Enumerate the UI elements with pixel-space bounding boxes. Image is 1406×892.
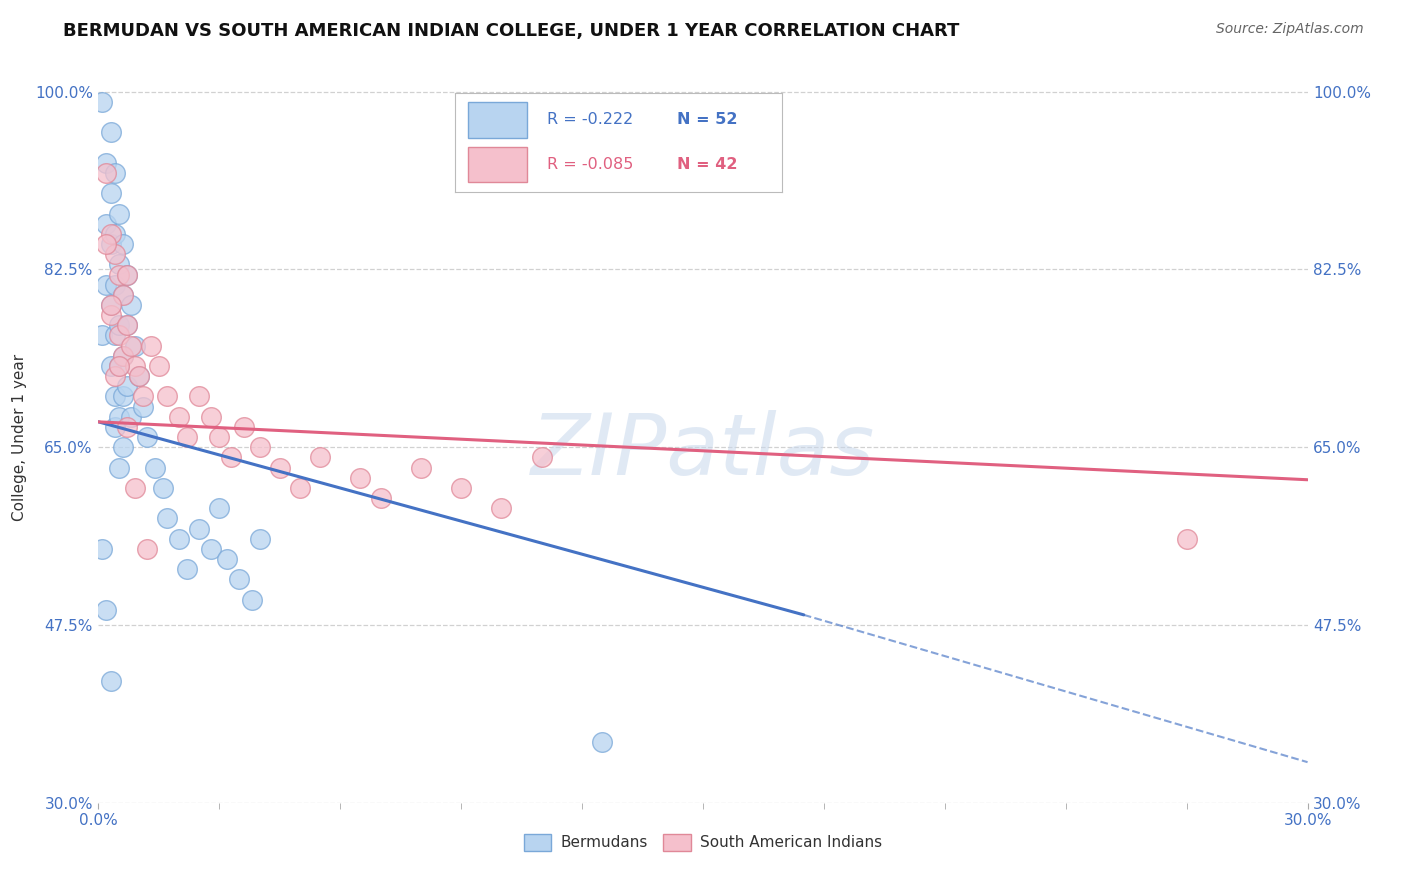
Point bbox=[450, 481, 472, 495]
Point bbox=[103, 389, 125, 403]
Point bbox=[115, 420, 138, 434]
Point bbox=[132, 400, 155, 414]
Point bbox=[111, 288, 134, 302]
Point bbox=[91, 328, 114, 343]
Point bbox=[132, 389, 155, 403]
Point bbox=[167, 409, 190, 424]
Point bbox=[200, 409, 222, 424]
Point bbox=[96, 277, 118, 292]
Point bbox=[111, 389, 134, 403]
Point bbox=[111, 237, 134, 252]
Point bbox=[103, 369, 125, 384]
Point bbox=[100, 186, 122, 201]
Text: Source: ZipAtlas.com: Source: ZipAtlas.com bbox=[1216, 22, 1364, 37]
Point bbox=[107, 206, 129, 220]
Point bbox=[156, 511, 179, 525]
Point bbox=[530, 450, 553, 465]
Point bbox=[103, 227, 125, 241]
Point bbox=[103, 277, 125, 292]
Point bbox=[135, 541, 157, 556]
Point bbox=[143, 460, 166, 475]
Point bbox=[135, 430, 157, 444]
Point bbox=[100, 125, 122, 139]
Point bbox=[91, 541, 114, 556]
Point bbox=[128, 369, 150, 384]
Point bbox=[100, 673, 122, 688]
Point bbox=[96, 603, 118, 617]
Point bbox=[349, 471, 371, 485]
Point bbox=[111, 349, 134, 363]
Point bbox=[128, 369, 150, 384]
Point bbox=[240, 592, 263, 607]
Point bbox=[591, 735, 613, 749]
Point bbox=[100, 359, 122, 373]
Point bbox=[249, 532, 271, 546]
Point bbox=[103, 247, 125, 261]
Point bbox=[107, 359, 129, 373]
Point bbox=[124, 338, 146, 352]
Point bbox=[115, 268, 138, 282]
Point bbox=[120, 298, 142, 312]
Point bbox=[120, 338, 142, 352]
Point bbox=[115, 318, 138, 333]
Point bbox=[139, 338, 162, 352]
Point bbox=[107, 328, 129, 343]
Point bbox=[208, 430, 231, 444]
Point bbox=[96, 217, 118, 231]
Point bbox=[91, 95, 114, 109]
Point bbox=[115, 318, 138, 333]
Point bbox=[107, 409, 129, 424]
Point bbox=[176, 562, 198, 576]
Point bbox=[188, 389, 211, 403]
Point bbox=[100, 308, 122, 322]
Point bbox=[96, 155, 118, 169]
Point bbox=[221, 450, 243, 465]
Point bbox=[176, 430, 198, 444]
Point bbox=[124, 359, 146, 373]
Point bbox=[269, 460, 291, 475]
Point bbox=[107, 318, 129, 333]
Point bbox=[100, 298, 122, 312]
Point bbox=[103, 328, 125, 343]
Point bbox=[491, 501, 513, 516]
Point bbox=[208, 501, 231, 516]
Point bbox=[309, 450, 332, 465]
Point bbox=[249, 440, 271, 454]
Point bbox=[111, 288, 134, 302]
Point bbox=[120, 409, 142, 424]
Point bbox=[409, 460, 432, 475]
Point bbox=[111, 440, 134, 454]
Point bbox=[200, 541, 222, 556]
Point bbox=[107, 359, 129, 373]
Point bbox=[228, 572, 250, 586]
Point bbox=[152, 481, 174, 495]
Point bbox=[156, 389, 179, 403]
Point bbox=[103, 420, 125, 434]
Point bbox=[115, 268, 138, 282]
Point bbox=[148, 359, 170, 373]
Y-axis label: College, Under 1 year: College, Under 1 year bbox=[11, 353, 27, 521]
Point bbox=[232, 420, 254, 434]
Point bbox=[100, 298, 122, 312]
Text: BERMUDAN VS SOUTH AMERICAN INDIAN COLLEGE, UNDER 1 YEAR CORRELATION CHART: BERMUDAN VS SOUTH AMERICAN INDIAN COLLEG… bbox=[63, 22, 960, 40]
Point bbox=[370, 491, 392, 505]
Point bbox=[96, 166, 118, 180]
Point bbox=[111, 349, 134, 363]
Point bbox=[96, 237, 118, 252]
Text: ZIPatlas: ZIPatlas bbox=[531, 410, 875, 493]
Point bbox=[124, 481, 146, 495]
Point bbox=[167, 532, 190, 546]
Point bbox=[100, 227, 122, 241]
Point bbox=[115, 379, 138, 393]
Point bbox=[103, 166, 125, 180]
Point bbox=[100, 237, 122, 252]
Point bbox=[288, 481, 311, 495]
Point bbox=[217, 552, 239, 566]
Point bbox=[107, 268, 129, 282]
Point bbox=[188, 521, 211, 535]
Point bbox=[107, 257, 129, 271]
Legend: Bermudans, South American Indians: Bermudans, South American Indians bbox=[517, 828, 889, 857]
Point bbox=[107, 460, 129, 475]
Point bbox=[1175, 532, 1198, 546]
